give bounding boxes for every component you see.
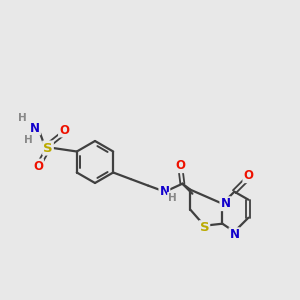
Text: N: N xyxy=(159,185,170,198)
Text: H: H xyxy=(18,113,26,123)
Text: O: O xyxy=(243,169,254,182)
Text: O: O xyxy=(59,124,69,136)
Text: S: S xyxy=(43,142,53,154)
Text: N: N xyxy=(230,228,239,241)
Text: O: O xyxy=(176,159,185,172)
Text: H: H xyxy=(168,193,177,203)
Text: N: N xyxy=(30,122,40,134)
Text: N: N xyxy=(220,197,230,210)
Text: S: S xyxy=(200,221,209,234)
Text: H: H xyxy=(24,135,32,145)
Text: O: O xyxy=(33,160,43,172)
